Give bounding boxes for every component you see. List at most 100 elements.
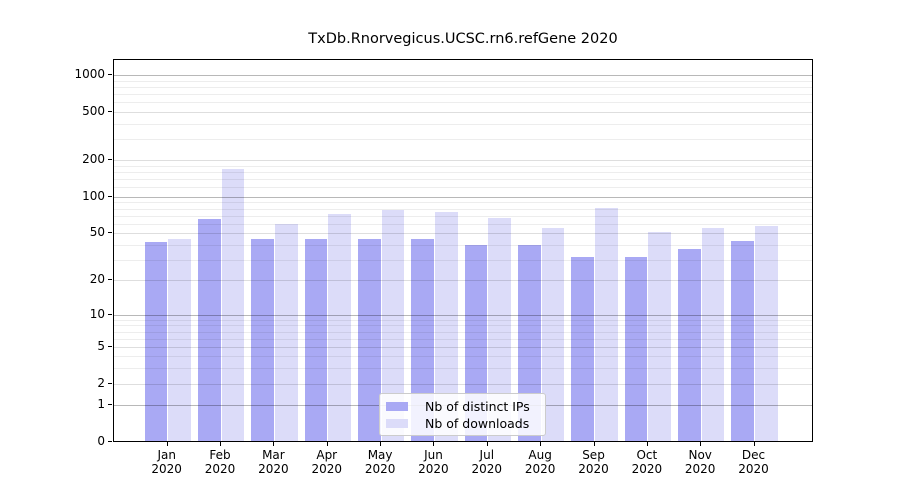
- gridline-100: [114, 196, 812, 198]
- y-tick-label-5: 5: [97, 338, 105, 353]
- month-name: Jun: [424, 448, 443, 462]
- x-tick-label-nov: Nov 2020: [673, 448, 727, 476]
- month-name: Oct: [636, 448, 658, 462]
- month-year: 2020: [258, 462, 289, 476]
- x-tick-mar: [273, 442, 275, 446]
- bar-distinct-ips-mar: [251, 238, 274, 441]
- x-tick-jun: [433, 442, 435, 446]
- gridline-10: [114, 314, 812, 316]
- x-tick-label-jun: Jun 2020: [406, 448, 460, 476]
- month-year: 2020: [311, 462, 343, 476]
- gridline-120: [114, 187, 812, 189]
- x-tick-label-jul: Jul 2020: [460, 448, 514, 476]
- bar-distinct-ips-jul: [464, 245, 488, 441]
- bar-downloads-aug: [541, 228, 565, 441]
- gridline-4: [114, 356, 812, 358]
- y-tick-50: [108, 232, 112, 234]
- gridline-5: [114, 346, 812, 348]
- gridline-8: [114, 325, 812, 327]
- gridline-90: [114, 202, 812, 204]
- x-tick-sep: [593, 442, 595, 446]
- x-tick-label-jan: Jan 2020: [140, 448, 194, 476]
- month-year: 2020: [738, 462, 769, 476]
- gridline-80: [114, 208, 812, 210]
- legend-label-distinct-ips: Nb of distinct IPs: [425, 399, 530, 414]
- bar-downloads-dec: [755, 226, 778, 441]
- bar-downloads-may: [381, 210, 405, 441]
- legend-entry-distinct-ips: Nb of distinct IPs: [386, 398, 545, 415]
- y-tick-label-200: 200: [82, 152, 105, 167]
- month-name: May: [367, 448, 393, 462]
- gridline-800: [114, 86, 812, 88]
- y-tick-1: [108, 404, 112, 406]
- bar-distinct-ips-jan: [144, 242, 168, 441]
- x-tick-jul: [486, 442, 488, 446]
- month-name: Sep: [582, 448, 605, 462]
- x-tick-label-apr: Apr 2020: [300, 448, 354, 476]
- y-tick-10: [108, 313, 112, 315]
- gridline-7: [114, 331, 812, 333]
- bar-distinct-ips-sep: [571, 256, 594, 441]
- gridline-1000: [114, 74, 812, 76]
- month-name: Nov: [688, 448, 712, 462]
- gridline-30: [114, 259, 812, 261]
- month-year: 2020: [204, 462, 236, 476]
- gridline-900: [114, 80, 812, 82]
- grid-layer: [114, 60, 812, 441]
- bar-distinct-ips-jun: [411, 238, 434, 441]
- y-tick-100: [108, 195, 112, 197]
- y-tick-20: [108, 279, 112, 281]
- x-tick-label-dec: Dec 2020: [727, 448, 781, 476]
- x-tick-oct: [646, 442, 648, 446]
- x-tick-label-aug: Aug 2020: [513, 448, 567, 476]
- bar-downloads-jul: [488, 218, 511, 441]
- x-tick-label-sep: Sep 2020: [567, 448, 621, 476]
- x-tick-aug: [540, 442, 542, 446]
- y-tick-label-0: 0: [97, 434, 105, 448]
- bar-downloads-jan: [168, 238, 191, 441]
- legend-swatch-distinct-ips: [386, 402, 408, 411]
- y-tick-2: [108, 382, 112, 384]
- bar-downloads-feb: [221, 169, 245, 441]
- month-name: Apr: [316, 448, 338, 462]
- month-name: Jan: [157, 448, 176, 462]
- gridline-50: [114, 233, 812, 235]
- x-tick-jan: [166, 442, 168, 446]
- x-tick-nov: [700, 442, 702, 446]
- bar-downloads-jun: [434, 211, 458, 441]
- y-tick-500: [108, 110, 112, 112]
- chart-title: TxDb.Rnorvegicus.UCSC.rn6.refGene 2020: [308, 31, 618, 47]
- y-tick-label-20: 20: [89, 272, 105, 287]
- legend: Nb of distinct IPs Nb of downloads: [379, 393, 546, 436]
- x-tick-label-oct: Oct 2020: [620, 448, 674, 476]
- month-year: 2020: [418, 462, 449, 476]
- x-tick-label-feb: Feb 2020: [193, 448, 247, 476]
- month-name: Dec: [741, 448, 766, 462]
- legend-swatch-downloads: [386, 419, 408, 428]
- bar-distinct-ips-aug: [517, 245, 541, 441]
- gridline-600: [114, 102, 812, 104]
- bar-downloads-mar: [274, 224, 298, 441]
- month-name: Feb: [209, 448, 231, 462]
- gridline-400: [114, 123, 812, 125]
- bar-distinct-ips-feb: [197, 219, 221, 441]
- bar-distinct-ips-oct: [624, 256, 648, 441]
- y-tick-label-100: 100: [82, 188, 105, 203]
- legend-entry-downloads: Nb of downloads: [386, 415, 545, 432]
- x-tick-feb: [220, 442, 222, 446]
- y-tick-label-1000: 1000: [74, 66, 105, 81]
- y-tick-label-1: 1: [97, 397, 105, 412]
- y-tick-label-50: 50: [89, 225, 105, 240]
- month-year: 2020: [524, 462, 556, 476]
- bar-downloads-apr: [328, 213, 351, 441]
- y-tick-0: [108, 441, 112, 442]
- y-tick-label-500: 500: [82, 103, 105, 118]
- gridline-140: [114, 179, 812, 181]
- gridline-20: [114, 280, 812, 282]
- month-year: 2020: [471, 462, 503, 476]
- bar-distinct-ips-apr: [304, 238, 328, 441]
- bar-distinct-ips-may: [357, 238, 381, 441]
- bar-distinct-ips-dec: [731, 241, 755, 441]
- y-tick-5: [108, 345, 112, 347]
- bars-layer: [114, 60, 812, 441]
